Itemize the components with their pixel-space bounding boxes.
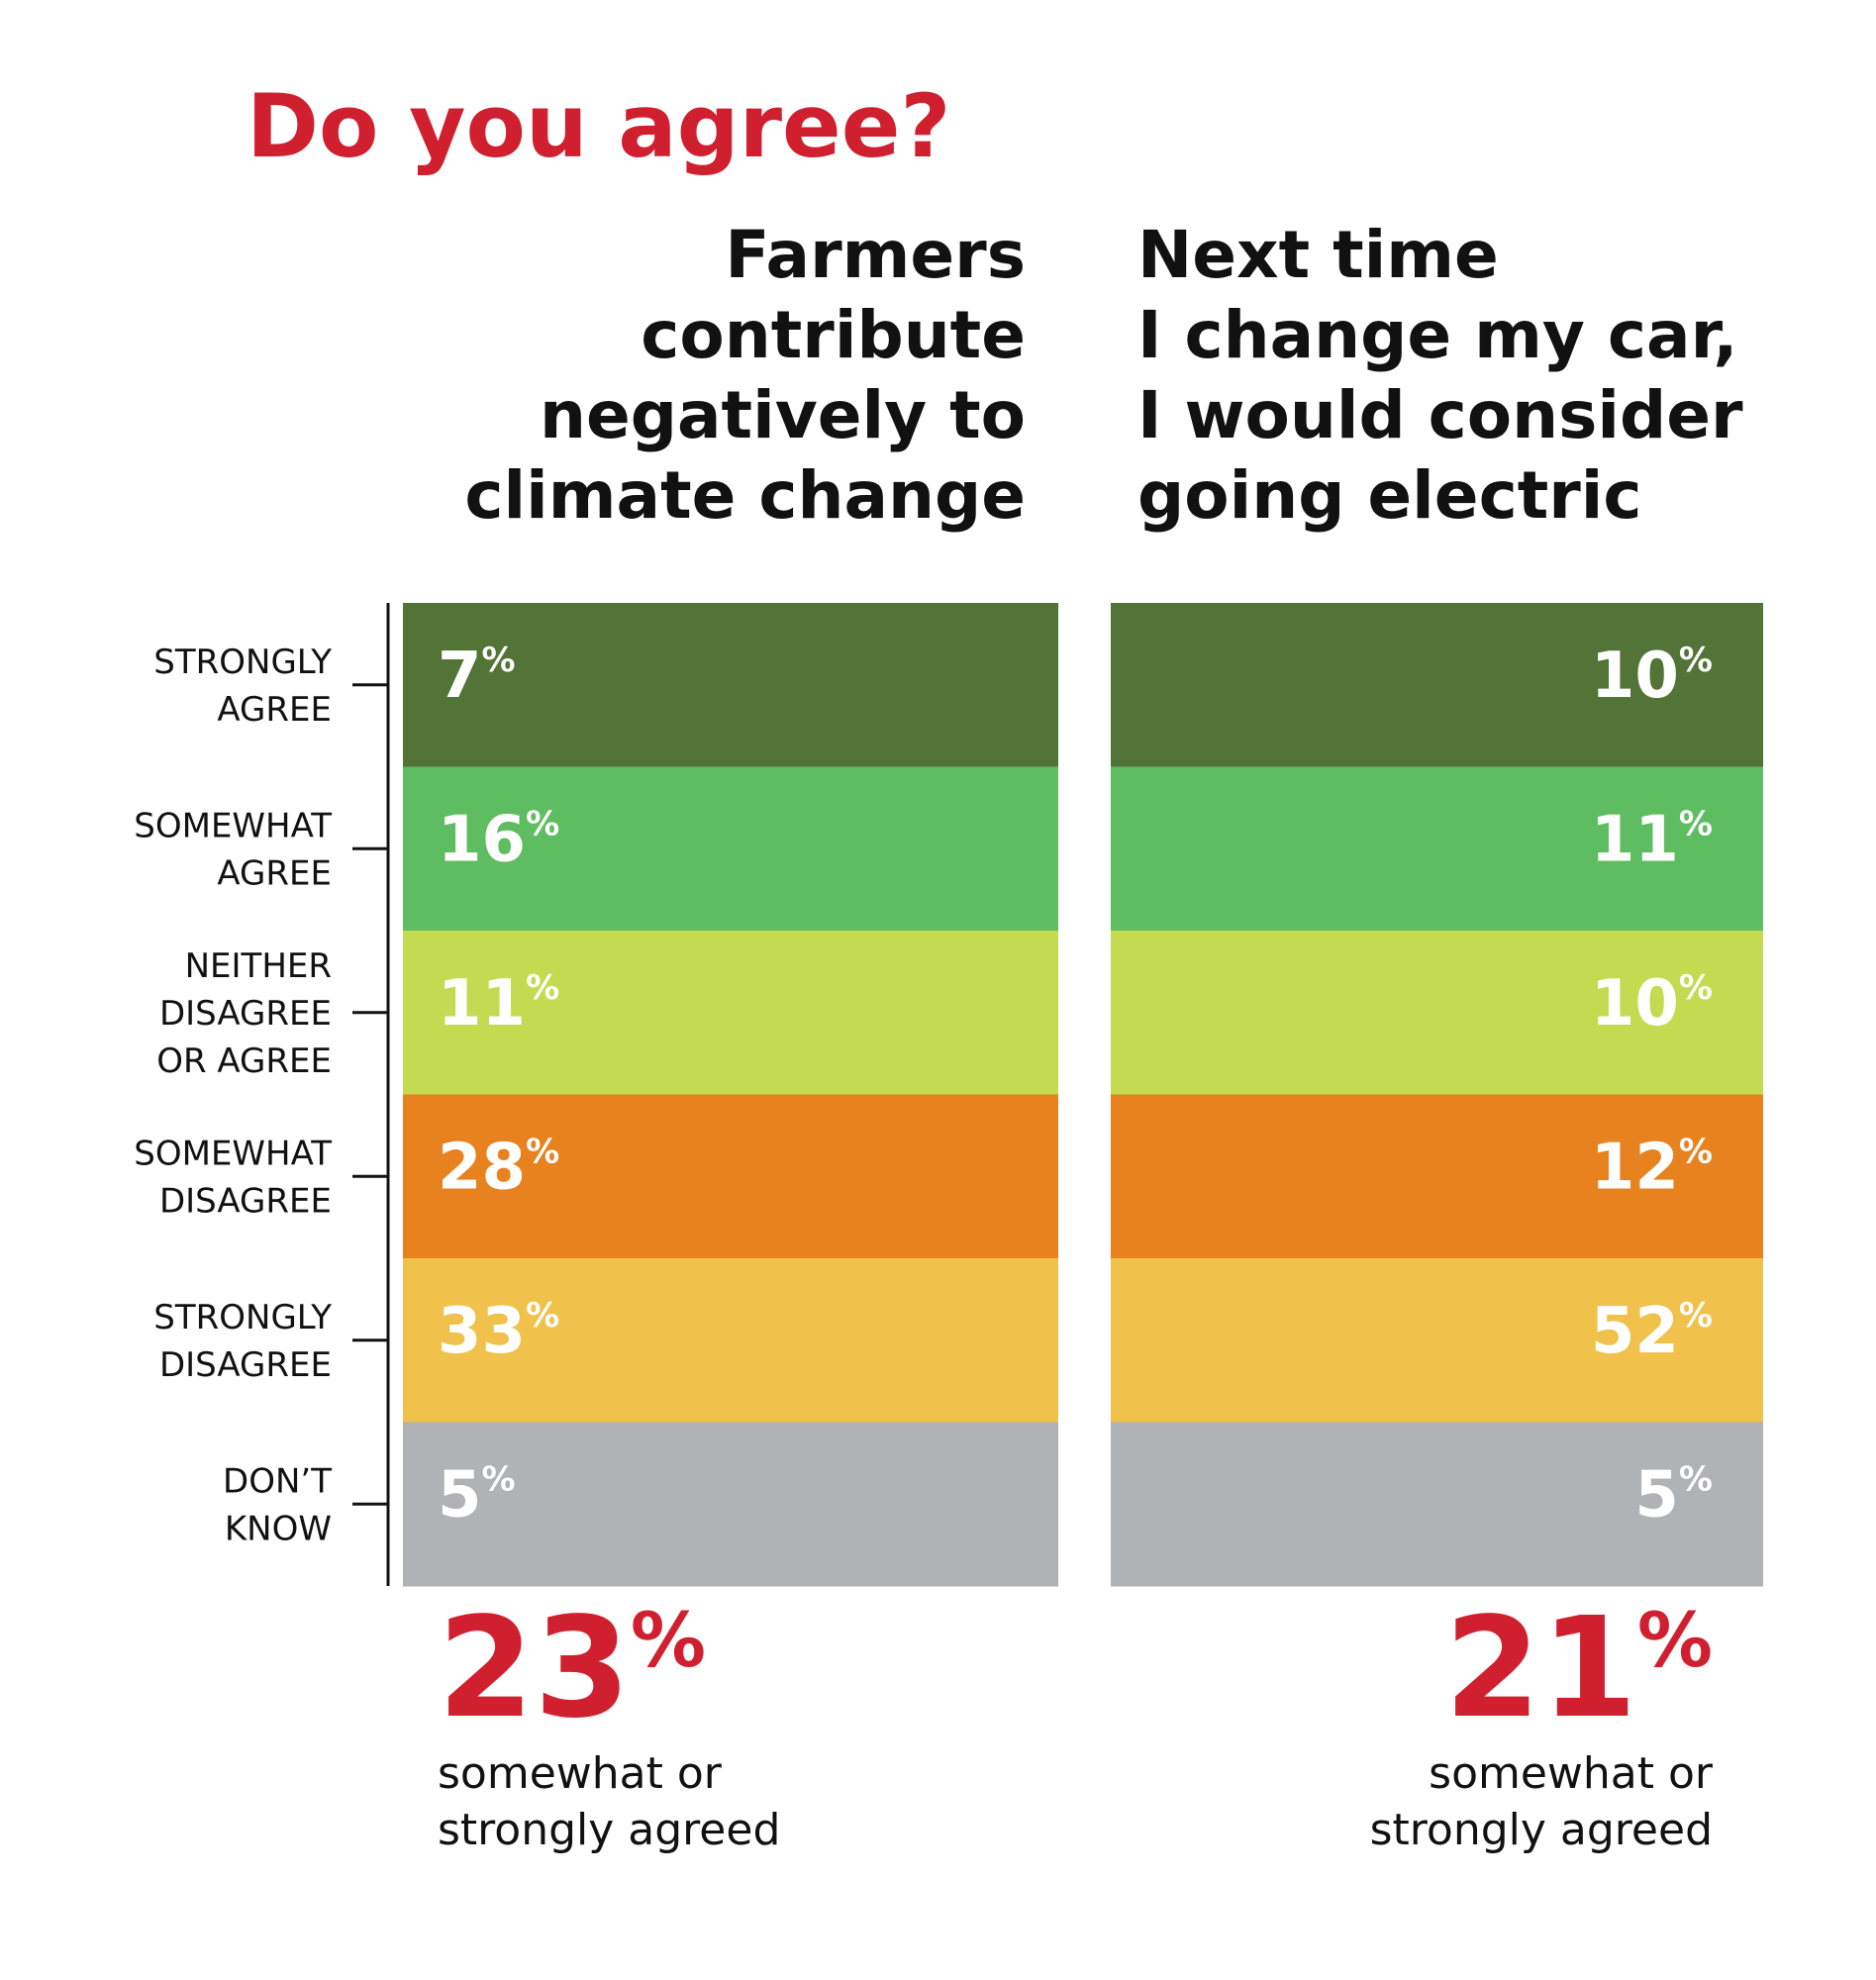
band: [403, 603, 1058, 767]
value-unit: %: [526, 1296, 559, 1336]
band: [403, 1094, 1058, 1259]
summary-number: 21: [1444, 1588, 1637, 1749]
summary-number: 23: [438, 1588, 631, 1749]
band: [403, 1258, 1058, 1423]
value-unit: %: [1679, 641, 1713, 680]
summary-value: 23%: [438, 1588, 706, 1749]
value-unit: %: [526, 805, 559, 844]
value-label: 11%: [438, 967, 559, 1040]
category-label: STRONGLY: [153, 1298, 332, 1337]
category-label: DISAGREE: [159, 1181, 332, 1221]
value-unit: %: [482, 641, 516, 680]
value-unit: %: [1679, 805, 1713, 844]
band: [403, 1422, 1058, 1587]
value-label: 28%: [438, 1132, 559, 1205]
category-label: DISAGREE: [159, 1345, 332, 1385]
band: [1111, 603, 1763, 767]
value-label: 11%: [1591, 804, 1713, 877]
category-label: SOMEWHAT: [134, 1134, 332, 1173]
value-unit: %: [1679, 1133, 1713, 1172]
value-unit: %: [1679, 1460, 1713, 1500]
series-title: contribute: [641, 297, 1026, 373]
series-title: negatively to: [540, 377, 1026, 453]
series-title: Farmers: [725, 217, 1026, 293]
band: [403, 766, 1058, 932]
value-number: 10: [1591, 967, 1679, 1040]
value-label: 10%: [1591, 967, 1713, 1040]
value-label: 16%: [438, 804, 559, 877]
band: [1111, 1422, 1763, 1587]
summary-unit: %: [631, 1596, 706, 1684]
value-label: 5%: [1634, 1459, 1713, 1533]
summary-label: somewhat or: [1429, 1748, 1714, 1799]
category-label: AGREE: [217, 853, 332, 893]
category-label: AGREE: [217, 690, 332, 730]
value-unit: %: [526, 1133, 559, 1172]
category-label: STRONGLY: [153, 643, 332, 682]
value-label: 5%: [438, 1459, 516, 1533]
value-label: 33%: [438, 1295, 559, 1368]
value-label: 12%: [1591, 1132, 1713, 1205]
value-number: 10: [1591, 640, 1679, 713]
category-label: NEITHER: [185, 946, 332, 986]
value-number: 52: [1591, 1295, 1679, 1368]
value-number: 28: [438, 1132, 526, 1205]
band: [1111, 1258, 1763, 1423]
summary-label: somewhat or: [438, 1748, 723, 1799]
value-unit: %: [526, 968, 559, 1008]
series-title: I would consider: [1137, 377, 1743, 453]
value-number: 11: [1591, 804, 1679, 877]
series-title: going electric: [1137, 457, 1642, 534]
value-number: 16: [438, 804, 526, 877]
value-number: 12: [1591, 1132, 1679, 1205]
category-label: SOMEWHAT: [134, 806, 332, 845]
summary-label: strongly agreed: [438, 1805, 780, 1855]
summary-value: 21%: [1444, 1588, 1713, 1749]
series-title: climate change: [464, 457, 1026, 534]
chart-title: Do you agree?: [247, 75, 950, 177]
band: [403, 931, 1058, 1095]
value-label: 10%: [1591, 640, 1713, 713]
value-number: 5: [1634, 1459, 1679, 1533]
category-label: DON’T: [223, 1461, 332, 1501]
band: [1111, 766, 1763, 932]
value-label: 7%: [438, 640, 516, 713]
band: [1111, 1094, 1763, 1259]
value-number: 7: [438, 640, 482, 713]
summary-label: strongly agreed: [1370, 1805, 1713, 1855]
value-unit: %: [482, 1460, 516, 1500]
summary-unit: %: [1637, 1596, 1713, 1684]
band: [1111, 931, 1763, 1095]
series-title: Next time: [1137, 217, 1499, 293]
series-title: I change my car,: [1137, 297, 1738, 373]
category-label: KNOW: [225, 1509, 332, 1548]
category-label: OR AGREE: [156, 1041, 332, 1081]
category-label: DISAGREE: [159, 994, 332, 1034]
value-unit: %: [1679, 968, 1713, 1008]
value-label: 52%: [1591, 1295, 1713, 1368]
value-number: 5: [438, 1459, 482, 1533]
value-number: 33: [438, 1295, 526, 1368]
value-unit: %: [1679, 1296, 1713, 1336]
value-number: 11: [438, 967, 526, 1040]
